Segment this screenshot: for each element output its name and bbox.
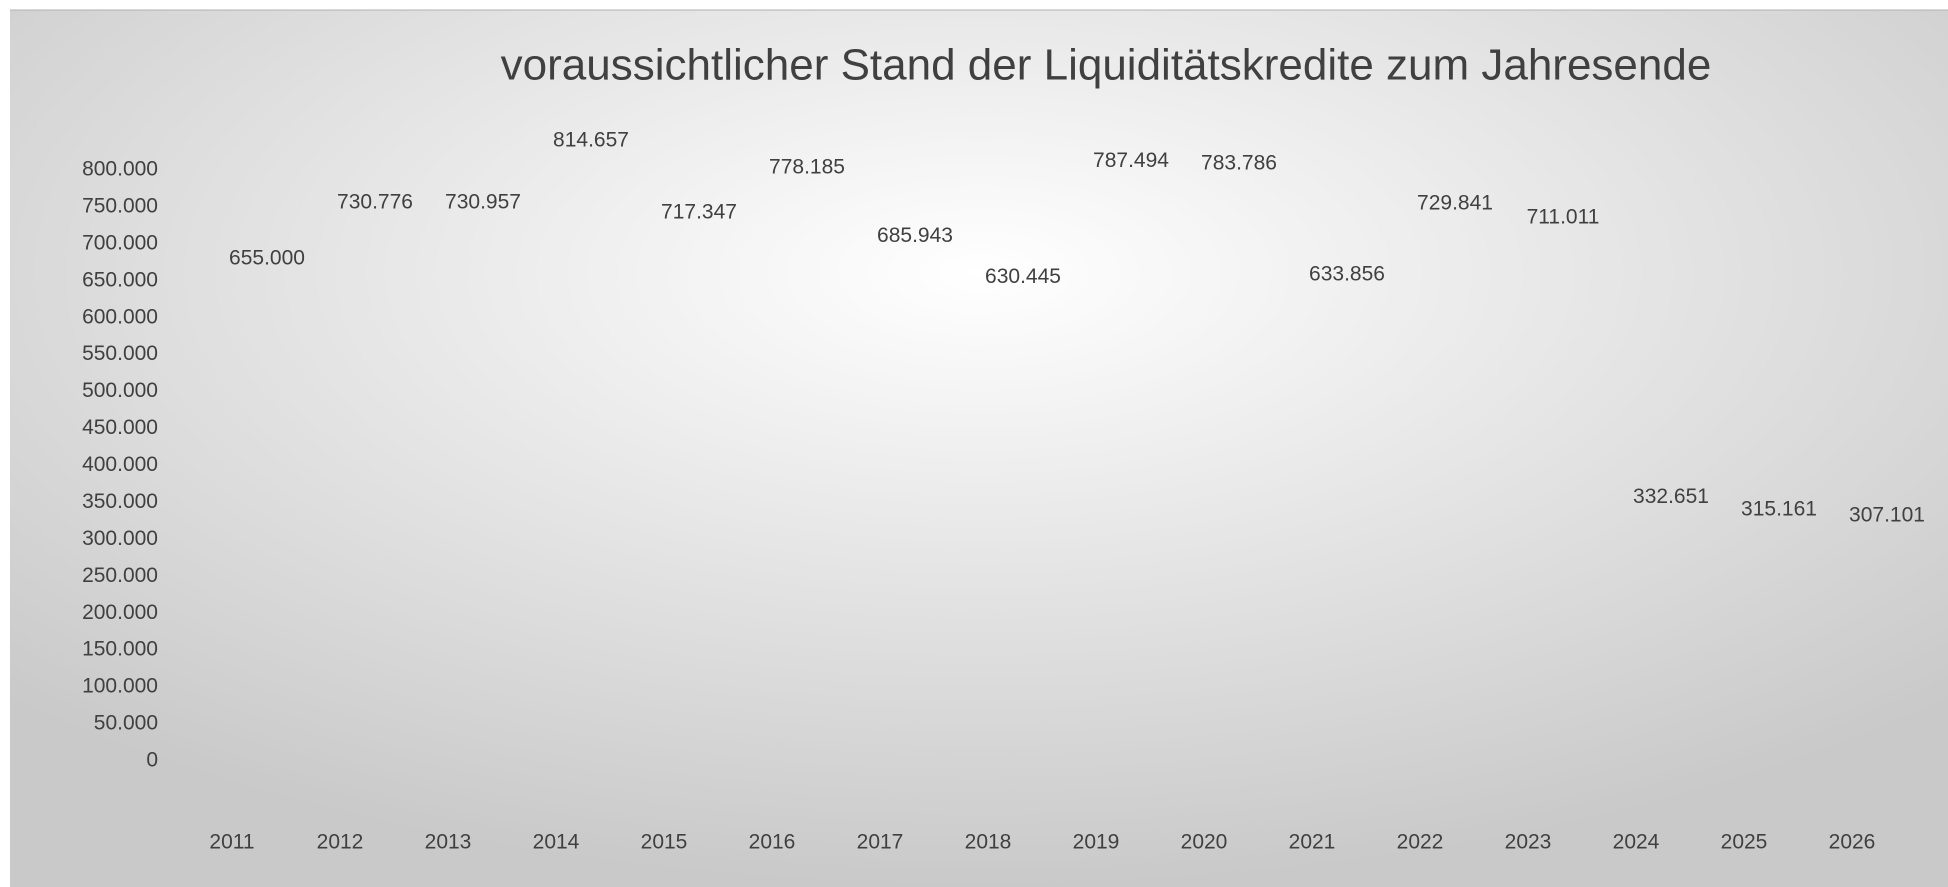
y-tick-label: 700.000 <box>82 231 158 254</box>
data-label: 729.841 <box>1417 191 1493 214</box>
y-tick-label: 600.000 <box>82 305 158 328</box>
x-tick-label: 2017 <box>857 831 904 854</box>
y-tick-label: 100.000 <box>82 675 158 698</box>
y-tick-label: 550.000 <box>82 342 158 365</box>
x-tick-label: 2016 <box>749 831 796 854</box>
y-tick-label: 450.000 <box>82 416 158 439</box>
data-label: 711.011 <box>1527 205 1600 228</box>
y-tick-label: 650.000 <box>82 268 158 291</box>
data-label: 633.856 <box>1309 262 1385 285</box>
y-tick-label: 300.000 <box>82 527 158 550</box>
x-tick-label: 2026 <box>1829 831 1876 854</box>
y-tick-label: 250.000 <box>82 564 158 587</box>
chart-title: voraussichtlicher Stand der Liquiditätsk… <box>501 41 1712 90</box>
data-label: 730.776 <box>337 191 413 214</box>
data-label: 814.657 <box>553 129 629 152</box>
x-tick-label: 2021 <box>1289 831 1336 854</box>
x-tick-label: 2015 <box>641 831 688 854</box>
y-tick-label: 200.000 <box>82 601 158 624</box>
y-tick-label: 150.000 <box>82 638 158 661</box>
y-tick-label: 50.000 <box>94 712 158 735</box>
data-label: 307.101 <box>1849 504 1925 527</box>
x-tick-label: 2019 <box>1073 831 1120 854</box>
x-tick-label: 2018 <box>965 831 1012 854</box>
x-tick-label: 2025 <box>1721 831 1768 854</box>
x-tick-label: 2020 <box>1181 831 1228 854</box>
data-label: 783.786 <box>1201 152 1277 175</box>
data-label: 655.000 <box>229 247 305 270</box>
x-tick-label: 2022 <box>1397 831 1444 854</box>
y-tick-label: 500.000 <box>82 379 158 402</box>
data-label: 630.445 <box>985 265 1061 288</box>
data-label: 778.185 <box>769 156 845 179</box>
data-label: 685.943 <box>877 224 953 247</box>
chart-background <box>10 10 1948 887</box>
data-label: 787.494 <box>1093 149 1169 172</box>
x-tick-label: 2024 <box>1613 831 1660 854</box>
y-tick-label: 350.000 <box>82 490 158 513</box>
data-label: 315.161 <box>1741 498 1817 521</box>
y-tick-label: 750.000 <box>82 194 158 217</box>
x-tick-label: 2013 <box>425 831 472 854</box>
y-tick-label: 0 <box>146 749 158 772</box>
y-tick-label: 400.000 <box>82 453 158 476</box>
x-tick-label: 2012 <box>317 831 364 854</box>
x-tick-label: 2011 <box>209 831 254 854</box>
y-tick-label: 800.000 <box>82 158 158 181</box>
data-label: 717.347 <box>661 201 737 224</box>
data-label: 730.957 <box>445 191 521 214</box>
x-tick-label: 2014 <box>533 831 580 854</box>
data-label: 332.651 <box>1633 485 1709 508</box>
x-tick-label: 2023 <box>1505 831 1552 854</box>
